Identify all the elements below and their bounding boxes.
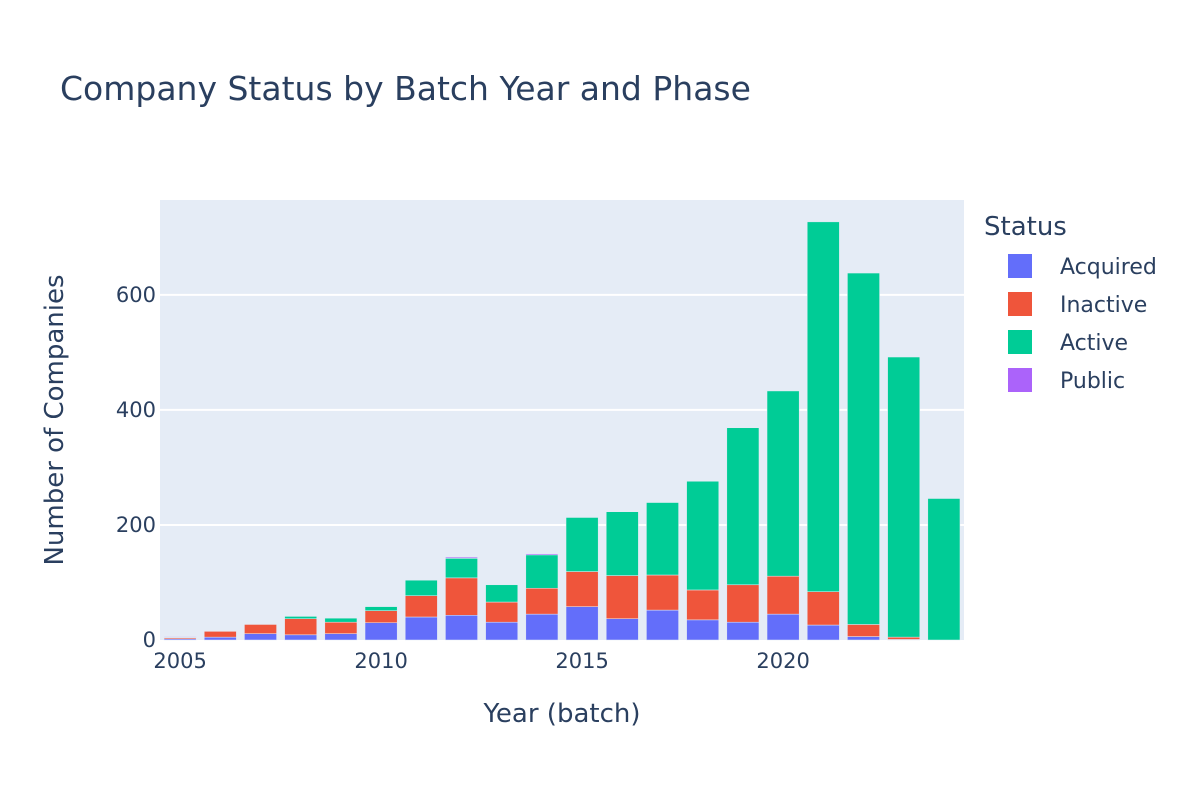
- bar-active-2020: [766, 390, 800, 577]
- bar-active-2012: [445, 558, 478, 579]
- bar-public-2005: [163, 636, 197, 638]
- bar-inactive-2017: [646, 574, 679, 611]
- bar-active-2014: [525, 554, 559, 589]
- bar-acquired-2014: [525, 613, 559, 641]
- chart-title: Company Status by Batch Year and Phase: [60, 69, 751, 108]
- bar-public-2012: [445, 556, 478, 559]
- legend-swatch-public: [1008, 368, 1032, 392]
- bar-public-2014: [525, 553, 559, 556]
- bar-active-2009: [324, 617, 358, 623]
- x-tick-label: 2005: [153, 649, 206, 673]
- bar-acquired-2011: [404, 616, 438, 641]
- legend-label-inactive: Inactive: [1060, 293, 1147, 318]
- bar-inactive-2022: [847, 624, 880, 637]
- x-tick-label: 2015: [555, 649, 608, 673]
- bar-active-2024: [927, 498, 961, 641]
- bar-inactive-2019: [726, 584, 760, 623]
- bar-inactive-2013: [485, 601, 519, 623]
- y-tick-label: 400: [116, 398, 156, 422]
- bar-acquired-2015: [565, 606, 599, 641]
- legend-swatch-active: [1008, 330, 1032, 354]
- plot-area: [160, 200, 964, 640]
- bar-inactive-2023: [887, 636, 921, 640]
- legend-title: Status: [984, 212, 1067, 242]
- x-tick-label: 2010: [354, 649, 407, 673]
- bar-acquired-2017: [646, 609, 679, 641]
- bar-inactive-2021: [806, 591, 840, 626]
- bar-active-2018: [686, 481, 720, 591]
- bar-inactive-2012: [445, 577, 478, 616]
- bar-active-2010: [364, 606, 398, 611]
- legend-label-public: Public: [1060, 369, 1125, 394]
- bar-acquired-2006: [203, 636, 237, 641]
- y-axis-ticks: 0 200 400 600: [116, 283, 156, 652]
- legend-label-active: Active: [1060, 331, 1128, 356]
- bar-acquired-2022: [847, 636, 880, 641]
- bar-active-2019: [726, 427, 760, 586]
- bar-active-2011: [404, 579, 438, 596]
- legend-label-acquired: Acquired: [1060, 255, 1157, 280]
- bar-active-2013: [485, 584, 519, 603]
- bar-inactive-2009: [324, 621, 358, 634]
- y-tick-label: 600: [116, 283, 156, 307]
- legend-swatch-acquired: [1008, 254, 1032, 278]
- bar-inactive-2007: [244, 624, 277, 634]
- y-tick-label: 200: [116, 513, 156, 537]
- bar-acquired-2016: [605, 618, 639, 641]
- x-tick-label: 2020: [756, 649, 809, 673]
- bar-acquired-2019: [726, 621, 760, 641]
- bar-inactive-2010: [364, 610, 398, 623]
- bar-inactive-2006: [203, 631, 237, 638]
- x-axis-ticks: 2005 2010 2015 2020: [153, 649, 809, 673]
- bar-active-2017: [646, 502, 679, 576]
- bar-active-2016: [605, 511, 639, 576]
- bar-active-2008: [284, 616, 318, 619]
- legend: Status Acquired Inactive Active Public: [984, 212, 1157, 394]
- bar-active-2015: [565, 517, 599, 572]
- bar-inactive-2016: [605, 575, 639, 619]
- bar-inactive-2015: [565, 571, 599, 607]
- bar-active-2023: [887, 356, 921, 638]
- bar-acquired-2013: [485, 621, 519, 641]
- bar-acquired-2009: [324, 633, 358, 641]
- bar-acquired-2007: [244, 633, 277, 641]
- legend-swatch-inactive: [1008, 292, 1032, 316]
- bar-acquired-2012: [445, 615, 478, 641]
- bar-acquired-2008: [284, 634, 318, 641]
- bar-acquired-2018: [686, 619, 720, 641]
- x-axis-title: Year (batch): [482, 699, 640, 729]
- bar-acquired-2020: [766, 613, 800, 641]
- bar-active-2021: [806, 221, 840, 592]
- bar-acquired-2010: [364, 622, 398, 641]
- bar-inactive-2011: [404, 595, 438, 618]
- y-axis-title: Number of Companies: [40, 274, 70, 565]
- bar-acquired-2021: [806, 624, 840, 641]
- bar-inactive-2014: [525, 587, 559, 615]
- bar-inactive-2018: [686, 589, 720, 621]
- bar-inactive-2008: [284, 618, 318, 636]
- bars: [163, 221, 961, 641]
- bar-active-2022: [847, 272, 880, 625]
- bar-inactive-2020: [766, 575, 800, 615]
- y-tick-label: 0: [143, 628, 156, 652]
